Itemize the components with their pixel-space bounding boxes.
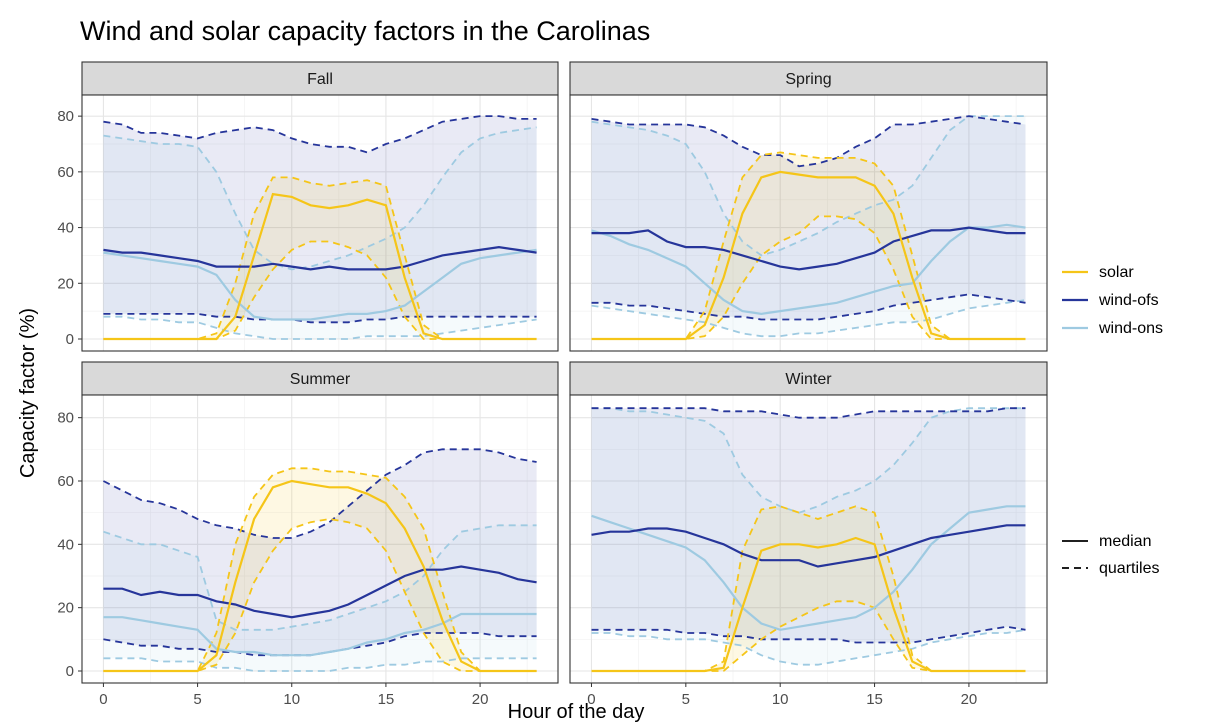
facet-strip-label: Spring — [785, 71, 831, 88]
legend-label-quartiles: quartiles — [1099, 560, 1159, 577]
ribbon-solar — [103, 177, 537, 339]
ribbon-solar — [591, 506, 1026, 671]
y-tick-label: 80 — [57, 410, 74, 427]
facet-panel-winter: Winter 0 5 10 15 20 — [569, 361, 1048, 708]
panel-border — [81, 94, 559, 352]
series-line-wind-ons-q1 — [591, 628, 1026, 666]
ribbon-wind-ons — [103, 525, 537, 671]
series-line-solar-median — [103, 479, 537, 673]
y-tick-label: 20 — [57, 600, 74, 617]
series-line-wind-ons-q3 — [591, 407, 1026, 514]
ribbon-solar — [103, 468, 537, 671]
panel-background — [82, 95, 558, 351]
legend-label-wind-ons: wind-ons — [1098, 320, 1163, 337]
series-line-wind-ofs-q3 — [591, 115, 1026, 168]
facet-strip-label: Summer — [290, 371, 351, 388]
series-line-wind-ofs-q3 — [103, 115, 537, 154]
x-tick-label: 20 — [961, 691, 978, 708]
series-line-wind-ofs-median — [103, 565, 537, 619]
facet-strip-label: Fall — [307, 71, 333, 88]
x-tick-label: 10 — [772, 691, 789, 708]
y-tick-label: 40 — [57, 536, 74, 553]
y-tick-label: 60 — [57, 473, 74, 490]
series-line-wind-ons-median — [103, 612, 537, 657]
ribbon-wind-ons — [103, 127, 537, 339]
series-line-wind-ons-median — [591, 223, 1026, 316]
series-line-wind-ofs-q3 — [102, 448, 537, 539]
series-line-solar-median — [591, 170, 1026, 341]
panel-background — [82, 395, 558, 683]
legend: solar wind-ofs wind-ons median quartiles — [1062, 264, 1163, 577]
y-tick-label: 0 — [66, 331, 74, 348]
y-tick-label: 60 — [57, 164, 74, 181]
y-axis-title: Capacity factor (%) — [17, 308, 39, 478]
x-tick-label: 0 — [99, 691, 107, 708]
x-tick-label: 5 — [193, 691, 201, 708]
panel-background — [570, 95, 1047, 351]
series-line-wind-ons-q3 — [591, 115, 1026, 257]
ribbon-wind-ofs — [591, 408, 1026, 643]
facet-strip — [81, 361, 559, 396]
facet-strip — [81, 61, 559, 96]
series-line-wind-ofs-q3 — [591, 407, 1026, 419]
facet-strip — [569, 361, 1048, 396]
series-line-wind-ons-median — [591, 505, 1026, 631]
x-tick-label: 10 — [283, 691, 300, 708]
facet-strip-label: Winter — [785, 371, 832, 388]
y-tick-label: 0 — [66, 663, 74, 680]
facet-panel-spring: Spring — [569, 61, 1048, 352]
panel-border — [569, 394, 1048, 684]
facet-panel-summer: Summer 0 20 40 60 80 0 5 10 15 20 — [57, 361, 559, 708]
x-tick-label: 15 — [378, 691, 395, 708]
y-tick-label: 80 — [57, 108, 74, 125]
series-line-wind-ofs-q1 — [591, 293, 1026, 321]
series-line-wind-ons-q3 — [103, 524, 537, 631]
x-tick-label: 15 — [866, 691, 883, 708]
series-line-wind-ons-q3 — [103, 126, 537, 271]
x-tick-label: 0 — [587, 691, 595, 708]
series-line-wind-ons-q1 — [103, 657, 537, 672]
ribbon-wind-ons — [591, 116, 1026, 337]
panel-border — [569, 94, 1048, 352]
series-line-wind-ofs-median — [591, 226, 1026, 271]
ribbon-wind-ofs — [591, 116, 1026, 320]
x-axis-title: Hour of the day — [508, 701, 645, 723]
series-line-wind-ons-median — [103, 248, 537, 321]
series-line-wind-ons-q1 — [103, 315, 537, 340]
ribbon-wind-ofs — [103, 116, 537, 323]
facet-panels: Fall 0 20 40 60 80 Spring Summer 0 20 40 60 80 0 5 10 15… — [57, 61, 1048, 708]
legend-label-solar: solar — [1099, 264, 1134, 281]
x-tick-label: 5 — [682, 691, 690, 708]
series-line-wind-ofs-q1 — [103, 312, 537, 324]
legend-label-median: median — [1099, 533, 1151, 550]
series-line-wind-ofs-median — [103, 245, 537, 271]
series-line-wind-ofs-median — [591, 524, 1026, 568]
panel-border — [81, 394, 559, 684]
y-tick-label: 40 — [57, 220, 74, 237]
y-tick-label: 20 — [57, 275, 74, 292]
facet-panel-fall: Fall 0 20 40 60 80 — [57, 61, 559, 352]
panel-background — [570, 395, 1047, 683]
series-line-wind-ons-q1 — [591, 299, 1026, 338]
series-line-solar-median — [103, 192, 537, 341]
ribbon-wind-ons — [591, 408, 1026, 665]
legend-label-wind-ofs: wind-ofs — [1098, 292, 1159, 309]
chart-title: Wind and solar capacity factors in the C… — [80, 16, 650, 46]
series-line-wind-ofs-q1 — [591, 625, 1026, 644]
series-line-solar-median — [591, 536, 1026, 673]
x-tick-label: 20 — [472, 691, 489, 708]
